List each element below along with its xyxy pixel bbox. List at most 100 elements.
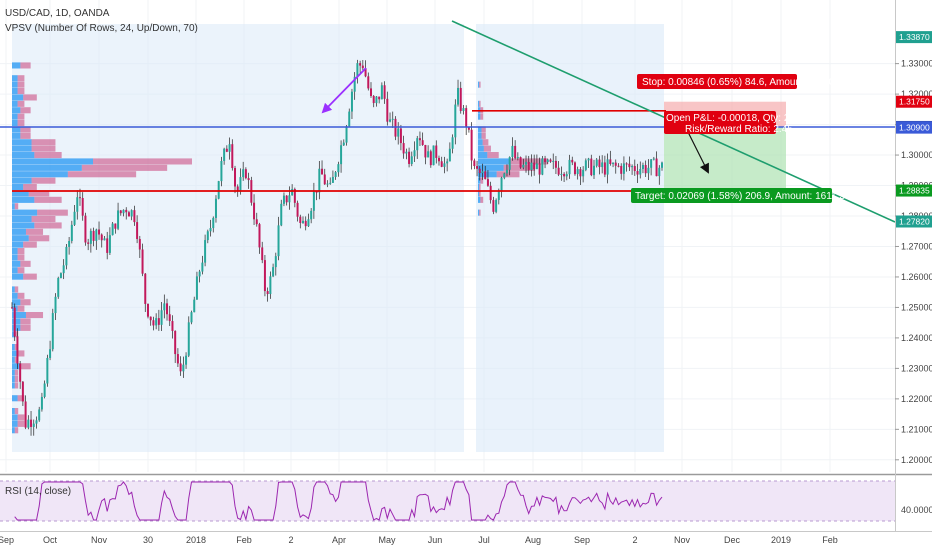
candle-body	[146, 303, 149, 317]
candle-body	[166, 303, 169, 315]
candle-body	[206, 231, 209, 241]
candle-body	[225, 148, 228, 152]
volume-bar-down	[481, 126, 486, 133]
volume-bar-up	[12, 420, 18, 427]
volume-bar-down	[17, 267, 25, 274]
candle-body	[54, 296, 57, 314]
candle-body	[234, 168, 237, 187]
candle-body	[356, 63, 359, 77]
volume-bar-up	[12, 139, 32, 146]
candle-body	[168, 314, 171, 322]
candle-body	[127, 212, 130, 217]
candle-body	[601, 162, 604, 168]
candle-body	[49, 349, 52, 358]
price-tick-label: 1.23000	[901, 363, 932, 373]
time-tick-label: May	[378, 535, 396, 545]
candle-body	[413, 150, 416, 157]
candle-body	[76, 197, 79, 212]
candle-body	[497, 191, 500, 200]
candle-body	[353, 76, 356, 92]
time-tick-label: 2018	[186, 535, 206, 545]
candle-body	[470, 129, 473, 161]
candlestick-series	[11, 59, 663, 436]
candle-body	[340, 145, 343, 165]
volume-bar-up	[478, 158, 510, 165]
volume-bar-down	[34, 196, 62, 203]
candle-body	[312, 191, 315, 211]
price-tag-label: 1.33870	[899, 32, 930, 42]
candle-body	[253, 202, 256, 220]
volume-bar-down	[20, 107, 31, 114]
purple-arrow[interactable]	[321, 67, 367, 114]
candle-body	[288, 195, 291, 203]
candle-body	[149, 316, 152, 321]
volume-bar-down	[34, 152, 62, 159]
projection-arrow[interactable]	[685, 127, 709, 174]
volume-bar-up	[478, 126, 482, 133]
candle-body	[617, 165, 620, 167]
rsi-label: RSI (14, close)	[5, 486, 71, 497]
candle-body	[432, 145, 435, 166]
price-tag-label: 1.30900	[899, 123, 930, 133]
volume-bar-down	[503, 164, 536, 171]
volume-bar-up	[12, 107, 21, 114]
candle-body	[51, 313, 54, 350]
volume-bar-down	[17, 254, 25, 261]
candle-body	[440, 161, 443, 167]
volume-bar-down	[31, 145, 56, 152]
volume-bar-down	[20, 260, 31, 267]
price-tag-box	[896, 31, 932, 44]
volume-bar-down	[17, 120, 25, 127]
volume-bar-down	[67, 171, 137, 178]
volume-bar-up	[12, 190, 29, 197]
candle-body	[244, 169, 247, 179]
candle-body	[465, 108, 468, 127]
candle-body	[489, 185, 492, 201]
candle-body	[416, 138, 419, 151]
volume-bar-down	[479, 190, 481, 197]
price-tick-label: 1.32000	[901, 89, 932, 99]
candle-body	[198, 271, 201, 277]
volume-bar-up	[478, 184, 480, 191]
candle-body	[544, 158, 547, 163]
volume-bar-up	[12, 81, 18, 88]
candle-body	[331, 176, 334, 183]
candle-body	[190, 312, 193, 323]
volume-bar-up	[12, 286, 15, 293]
volume-profile-range-left	[12, 24, 464, 452]
volume-bar-up	[12, 260, 21, 267]
volume-bar-down	[28, 190, 50, 197]
candle-body	[522, 164, 525, 168]
candle-body	[302, 220, 305, 223]
time-axis[interactable]: Sep Oct Nov 30 2018 Feb 2 Apr May Jun Jul Aug Sep 2 No…	[0, 535, 838, 545]
volume-bar-up	[12, 164, 82, 171]
candle-body	[473, 160, 476, 167]
candle-body	[367, 76, 370, 89]
candle-body	[223, 148, 226, 162]
candle-body	[495, 199, 498, 212]
candle-body	[614, 162, 617, 166]
candle-body	[424, 144, 427, 158]
volume-bar-up	[12, 427, 15, 434]
chart-title: USD/CAD, 1D, OANDA	[5, 8, 110, 19]
candle-body	[582, 169, 585, 177]
volume-bar-down	[14, 203, 19, 210]
volume-bar-up	[12, 75, 18, 82]
volume-bar-up	[12, 222, 35, 229]
target-zone[interactable]	[664, 126, 786, 191]
volume-bar-up	[12, 254, 18, 261]
candle-body	[40, 396, 43, 410]
candle-body	[533, 162, 536, 170]
volume-bar-up	[12, 145, 32, 152]
time-tick-label: Feb	[822, 535, 838, 545]
volume-bar-up	[478, 113, 481, 120]
candle-body	[174, 330, 177, 355]
candle-body	[568, 159, 571, 175]
candle-body	[519, 157, 522, 168]
volume-bar-up	[12, 184, 24, 191]
candle-body	[593, 165, 596, 176]
candle-body	[639, 169, 642, 175]
candle-body	[492, 200, 495, 212]
volume-bar-up	[12, 350, 18, 357]
